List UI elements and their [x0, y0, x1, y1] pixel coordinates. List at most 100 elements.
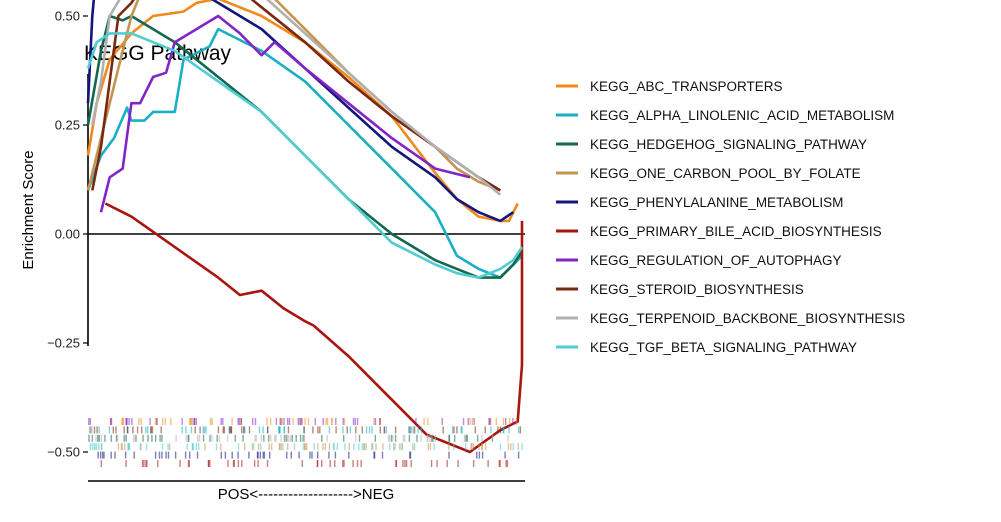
rug-tick [281, 418, 283, 425]
rug-tick [457, 460, 459, 467]
rug-tick [434, 434, 436, 442]
rug-tick [89, 426, 91, 434]
rug-tick [204, 443, 206, 451]
rug-tick [230, 426, 232, 434]
rug-tick [128, 443, 130, 451]
rug-tick [365, 443, 367, 451]
rug-tick [328, 443, 331, 451]
rug-tick [408, 426, 410, 434]
rug-tick [97, 451, 99, 459]
rug-tick [91, 426, 93, 434]
rug-tick [385, 426, 388, 434]
rug-tick [491, 434, 494, 442]
rug-tick [266, 418, 268, 425]
rug-tick [161, 418, 164, 425]
rug-tick [198, 434, 201, 442]
rug-tick [253, 443, 255, 451]
rug-tick [104, 434, 106, 442]
rug-tick [188, 460, 190, 467]
rug-tick [100, 460, 102, 467]
rug-tick [112, 426, 114, 434]
rug-tick [448, 451, 450, 459]
rug-tick [150, 426, 152, 434]
rug-tick [312, 426, 314, 434]
rug-tick [262, 426, 264, 434]
rug-tick [453, 443, 455, 451]
rug-tick [267, 434, 270, 442]
rug-tick [303, 426, 305, 434]
rug-tick [356, 460, 359, 467]
rug-tick [352, 460, 354, 467]
rug-tick [117, 443, 120, 451]
rug-tick [325, 418, 327, 425]
rug-tick [487, 460, 489, 467]
rug-tick [495, 418, 497, 425]
rug-tick [348, 443, 350, 451]
rug-tick [241, 426, 243, 434]
rug-tick [99, 451, 102, 459]
rug-tick [125, 434, 127, 442]
rug-tick [442, 426, 444, 434]
rug-tick [512, 443, 514, 451]
rug-tick [316, 460, 319, 467]
rug-tick [133, 451, 135, 459]
rug-tick [114, 451, 116, 459]
rug-tick [255, 434, 257, 442]
rug-tick [209, 460, 211, 467]
rug-tick [505, 460, 507, 467]
rug-tick [124, 443, 126, 451]
rug-tick [279, 418, 281, 425]
rug-tick [484, 426, 486, 434]
rug-tick [127, 443, 129, 451]
rug-tick [220, 418, 222, 425]
rug-tick [125, 460, 127, 467]
rug-tick [412, 443, 414, 451]
rug-tick [317, 451, 319, 459]
rug-tick [508, 426, 510, 434]
rug-tick [228, 426, 230, 434]
rug-tick [156, 418, 158, 425]
rug-tick [248, 451, 250, 459]
rug-tick [319, 426, 321, 434]
rug-tick [98, 443, 100, 451]
rug-tick [429, 443, 432, 451]
rug-tick [287, 434, 290, 442]
rug-tick [401, 443, 403, 451]
rug-tick [198, 443, 200, 451]
rug-tick [481, 451, 484, 459]
rug-tick [334, 460, 336, 467]
rug-tick [254, 418, 257, 425]
rug-tick [328, 426, 331, 434]
rug-tick [132, 434, 135, 442]
rug-tick [288, 418, 291, 425]
rug-tick [154, 418, 157, 425]
rug-tick [223, 426, 225, 434]
rug-tick [157, 460, 159, 467]
rug-tick [257, 443, 260, 451]
rug-tick [344, 443, 346, 451]
rug-tick [409, 426, 411, 434]
rug-tick [202, 434, 205, 442]
rug-tick [283, 418, 285, 425]
rug-tick [432, 434, 434, 442]
rug-tick [488, 418, 490, 425]
rug-tick [307, 418, 310, 425]
rug-tick [241, 460, 243, 467]
rug-tick [379, 418, 381, 425]
rug-tick [420, 434, 422, 442]
rug-tick [121, 418, 123, 425]
rug-tick [217, 426, 220, 434]
rug-tick [203, 426, 206, 434]
enrichment-plot: −0.50 −0.25 0.00 0.25 0.50 [47, 0, 525, 460]
rug-tick [232, 460, 235, 467]
rug-tick [402, 434, 404, 442]
rug-tick [436, 460, 438, 467]
rug-tick [91, 434, 94, 442]
rug-tick [454, 434, 456, 442]
rug-tick [456, 426, 458, 434]
rug-tick [192, 443, 194, 451]
rug-tick [297, 418, 299, 425]
rug-tick [304, 443, 306, 451]
rug-tick [302, 443, 305, 451]
